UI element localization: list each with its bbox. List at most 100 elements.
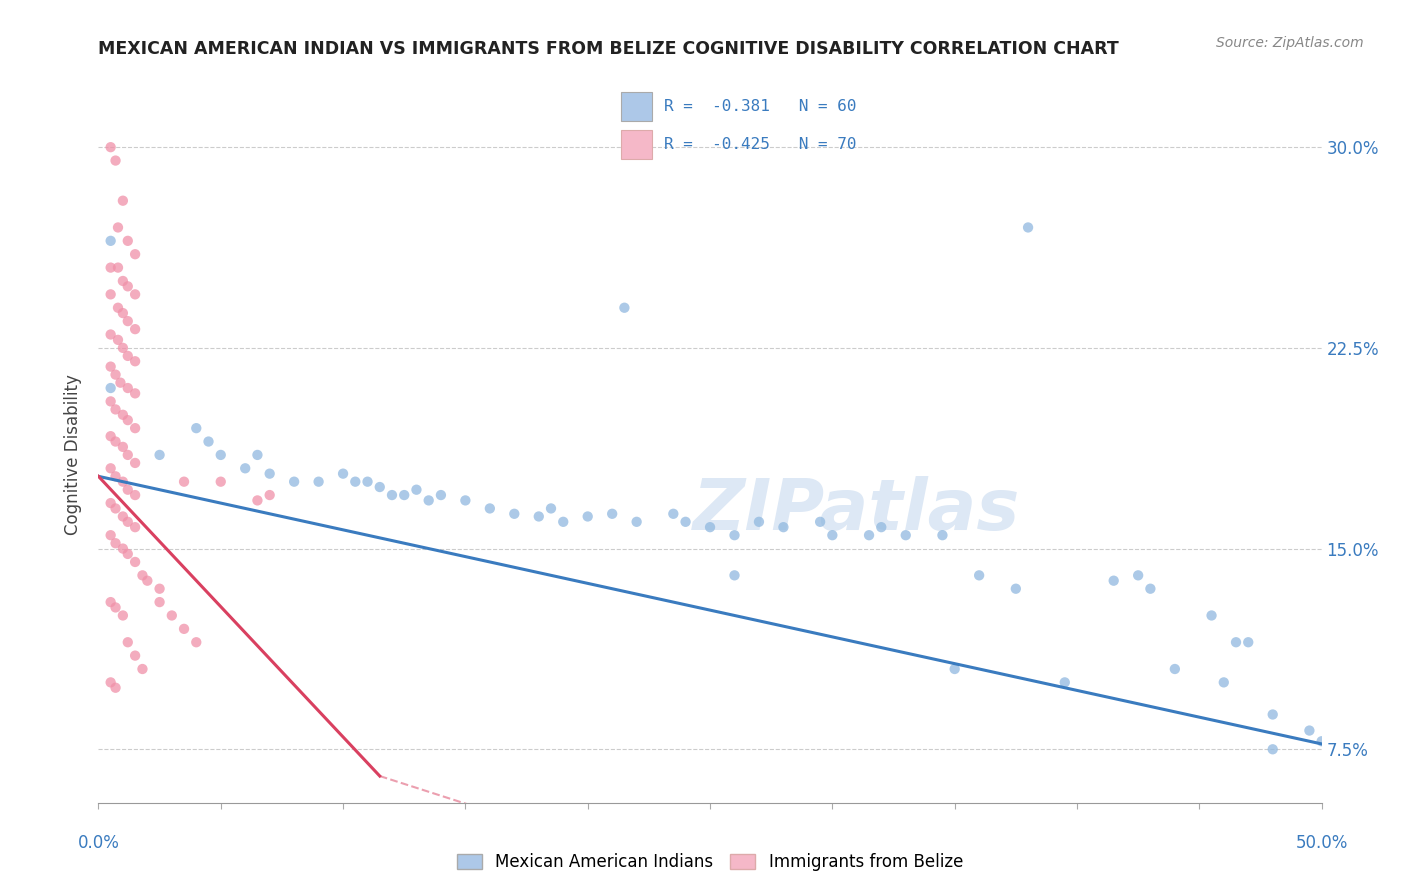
Point [100, 234, 122, 248]
Point [1261, 742, 1284, 756]
Point [430, 488, 453, 502]
Point [117, 279, 139, 293]
Point [1128, 568, 1150, 582]
Point [117, 349, 139, 363]
Point [100, 461, 122, 475]
Text: 0.0%: 0.0% [77, 834, 120, 852]
Point [124, 354, 146, 368]
FancyBboxPatch shape [621, 129, 652, 159]
Point [100, 381, 122, 395]
Point [100, 394, 122, 409]
Point [160, 608, 183, 623]
Point [124, 247, 146, 261]
Point [104, 600, 127, 615]
Point [117, 635, 139, 649]
Point [100, 260, 122, 275]
Point [197, 434, 219, 449]
Point [124, 287, 146, 301]
Point [332, 467, 354, 481]
Point [104, 469, 127, 483]
Point [100, 528, 122, 542]
Point [943, 662, 966, 676]
Point [1310, 734, 1333, 748]
Point [894, 528, 917, 542]
Point [613, 301, 636, 315]
Text: R =  -0.425   N = 70: R = -0.425 N = 70 [664, 136, 856, 152]
Point [111, 194, 134, 208]
Point [117, 413, 139, 427]
Point [527, 509, 550, 524]
Point [821, 528, 844, 542]
Point [149, 595, 172, 609]
Text: MEXICAN AMERICAN INDIAN VS IMMIGRANTS FROM BELIZE COGNITIVE DISABILITY CORRELATI: MEXICAN AMERICAN INDIAN VS IMMIGRANTS FR… [98, 40, 1119, 58]
Point [209, 448, 232, 462]
Point [124, 520, 146, 534]
Point [111, 408, 134, 422]
Point [124, 386, 146, 401]
Point [1201, 608, 1223, 623]
Point [503, 507, 526, 521]
Point [117, 547, 139, 561]
Point [124, 322, 146, 336]
Point [100, 429, 122, 443]
Point [117, 483, 139, 497]
Point [100, 140, 122, 154]
Point [107, 220, 129, 235]
Point [117, 515, 139, 529]
Point [111, 541, 134, 556]
Point [418, 493, 440, 508]
Point [259, 488, 281, 502]
Point [111, 440, 134, 454]
Point [699, 520, 721, 534]
Point [117, 314, 139, 328]
Point [209, 475, 232, 489]
Point [246, 448, 269, 462]
Point [124, 555, 146, 569]
Point [405, 483, 427, 497]
Point [576, 509, 599, 524]
Point [111, 341, 134, 355]
Point [173, 475, 195, 489]
Point [540, 501, 562, 516]
Point [858, 528, 880, 542]
Point [392, 488, 416, 502]
Point [124, 421, 146, 435]
Point [283, 475, 305, 489]
Point [100, 287, 122, 301]
Point [931, 528, 953, 542]
Point [131, 568, 153, 582]
Point [149, 448, 172, 462]
Point [368, 480, 391, 494]
Text: R =  -0.381   N = 60: R = -0.381 N = 60 [664, 99, 856, 114]
Legend: Mexican American Indians, Immigrants from Belize: Mexican American Indians, Immigrants fro… [450, 847, 970, 878]
Y-axis label: Cognitive Disability: Cognitive Disability [65, 375, 83, 535]
Point [104, 368, 127, 382]
Point [1139, 582, 1161, 596]
Point [259, 467, 281, 481]
Point [478, 501, 501, 516]
Point [104, 536, 127, 550]
Point [107, 301, 129, 315]
Point [111, 608, 134, 623]
Point [124, 488, 146, 502]
Point [117, 234, 139, 248]
Point [233, 461, 256, 475]
Point [124, 648, 146, 663]
Point [104, 434, 127, 449]
Point [107, 260, 129, 275]
Point [100, 595, 122, 609]
Point [111, 306, 134, 320]
Point [111, 475, 134, 489]
Point [772, 520, 794, 534]
Point [1212, 675, 1234, 690]
Point [454, 493, 477, 508]
Point [381, 488, 404, 502]
Point [111, 274, 134, 288]
Point [626, 515, 648, 529]
Point [100, 496, 122, 510]
Point [553, 515, 575, 529]
Text: 50.0%: 50.0% [1295, 834, 1348, 852]
Point [100, 675, 122, 690]
Point [186, 635, 208, 649]
Point [1261, 707, 1284, 722]
